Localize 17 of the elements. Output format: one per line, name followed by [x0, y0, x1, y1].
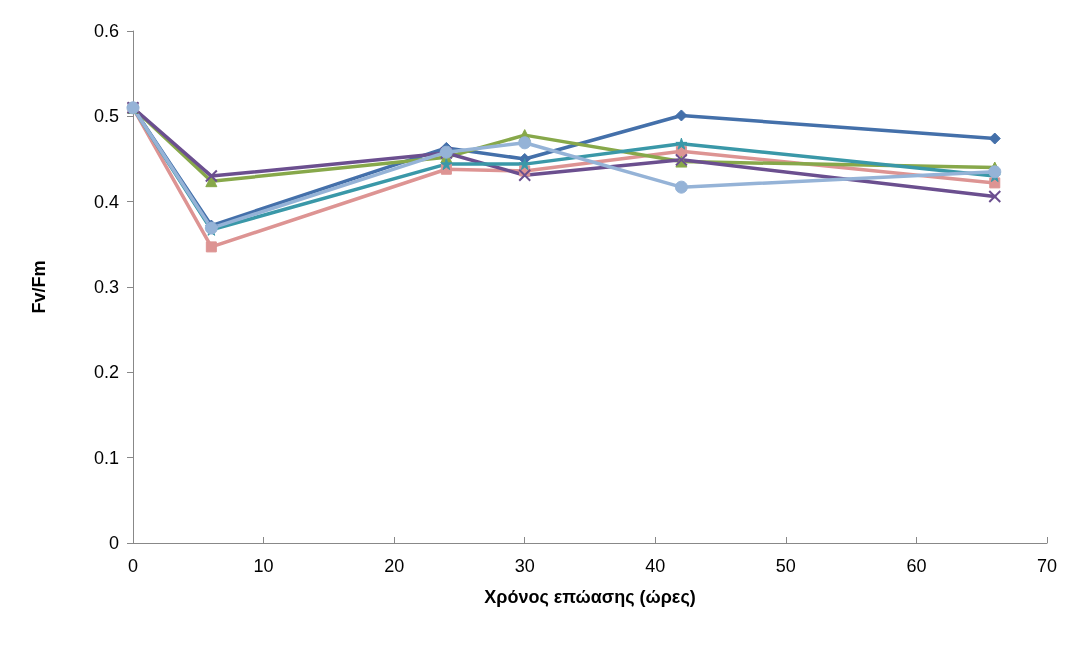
- x-tick-label: 50: [775, 556, 796, 576]
- x-tick-label: 60: [906, 556, 927, 576]
- y-axis-title: Fv/Fm: [29, 260, 49, 314]
- x-tick-label: 20: [384, 556, 405, 576]
- y-tick-label: 0.6: [93, 21, 119, 41]
- y-tick-label: 0.1: [93, 447, 119, 468]
- y-tick-label: 0.3: [93, 277, 119, 297]
- x-tick-label: 40: [645, 556, 666, 576]
- x-tick-label: 70: [1036, 556, 1058, 576]
- y-tick-label: 0: [108, 533, 119, 553]
- y-tick-label: 0.5: [93, 106, 119, 127]
- y-tick-label: 0.2: [93, 362, 119, 383]
- x-tick-label: 10: [253, 556, 274, 576]
- x-axis-title: Χρόνος επώασης (ώρες): [484, 587, 696, 607]
- x-tick-label: 30: [514, 556, 535, 576]
- y-tick-label: 0.4: [93, 191, 119, 212]
- x-tick-label: 0: [127, 556, 139, 576]
